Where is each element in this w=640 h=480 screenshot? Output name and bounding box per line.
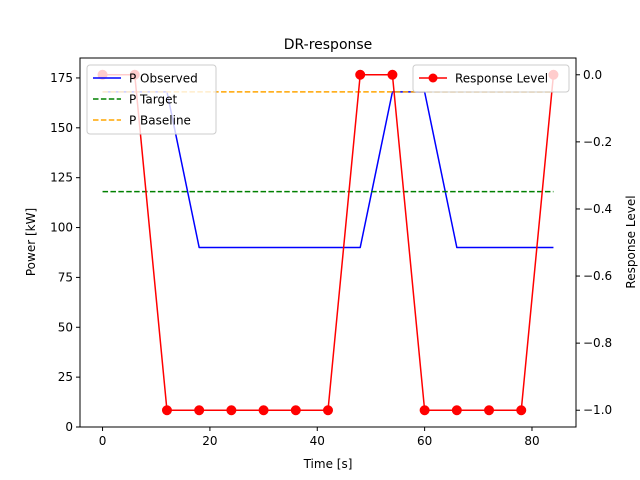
legends: P Observed P Target P Baseline Response Lev… — [86, 64, 570, 135]
x-tick-label: 60 — [417, 434, 432, 448]
y-axis-label-right: Response Level — [624, 195, 638, 288]
x-tick-label: 40 — [310, 434, 325, 448]
data-point — [290, 405, 301, 416]
data-point — [387, 69, 398, 80]
x-tick-label: 20 — [202, 434, 217, 448]
y-axis-label-left: Power [kW] — [24, 208, 38, 276]
y-tick-label-left: 50 — [58, 320, 73, 334]
y-tick-label-left: 0 — [65, 420, 73, 434]
legend-box — [412, 64, 570, 93]
y-tick-label-right: −0.4 — [583, 202, 612, 216]
data-point — [419, 405, 430, 416]
y-tick-label-left: 25 — [58, 370, 73, 384]
y-tick-label-right: −1.0 — [583, 403, 612, 417]
chart-title: DR-response — [284, 37, 373, 53]
legend-box — [86, 64, 217, 135]
legend-entry: Response Level — [455, 72, 548, 86]
legend-marker — [428, 73, 438, 83]
data-point — [484, 405, 495, 416]
y-tick-label-left: 100 — [50, 221, 73, 235]
legend-entry: P Baseline — [129, 114, 191, 128]
data-point — [355, 69, 366, 80]
y-tick-label-right: 0.0 — [583, 68, 602, 82]
data-point — [516, 405, 527, 416]
series-line-0 — [102, 91, 554, 249]
y-tick-label-left: 150 — [50, 121, 73, 135]
data-point — [194, 405, 205, 416]
legend-entry: P Observed — [129, 72, 198, 86]
data-point — [451, 405, 462, 416]
data-point — [258, 405, 269, 416]
y-tick-label-right: −0.2 — [583, 135, 612, 149]
data-point — [161, 405, 172, 416]
axes: 0 20 40 60 80 0 25 50 75 100 125 150 175 0.0 −0.2 −0.4 −… — [50, 57, 612, 448]
legend-entry: P Target — [129, 93, 177, 107]
y-tick-label-left: 125 — [50, 171, 73, 185]
x-tick-label: 80 — [524, 434, 539, 448]
y-tick-label-left: 75 — [58, 270, 73, 284]
data-point — [323, 405, 333, 416]
x-axis-label: Time [s] — [303, 457, 353, 471]
y-tick-label-left: 175 — [50, 71, 73, 85]
y-tick-label-right: −0.8 — [583, 336, 612, 350]
x-tick-label: 0 — [99, 434, 107, 448]
y-tick-label-right: −0.6 — [583, 269, 612, 283]
data-point — [226, 405, 237, 416]
axes-frame — [79, 57, 577, 428]
